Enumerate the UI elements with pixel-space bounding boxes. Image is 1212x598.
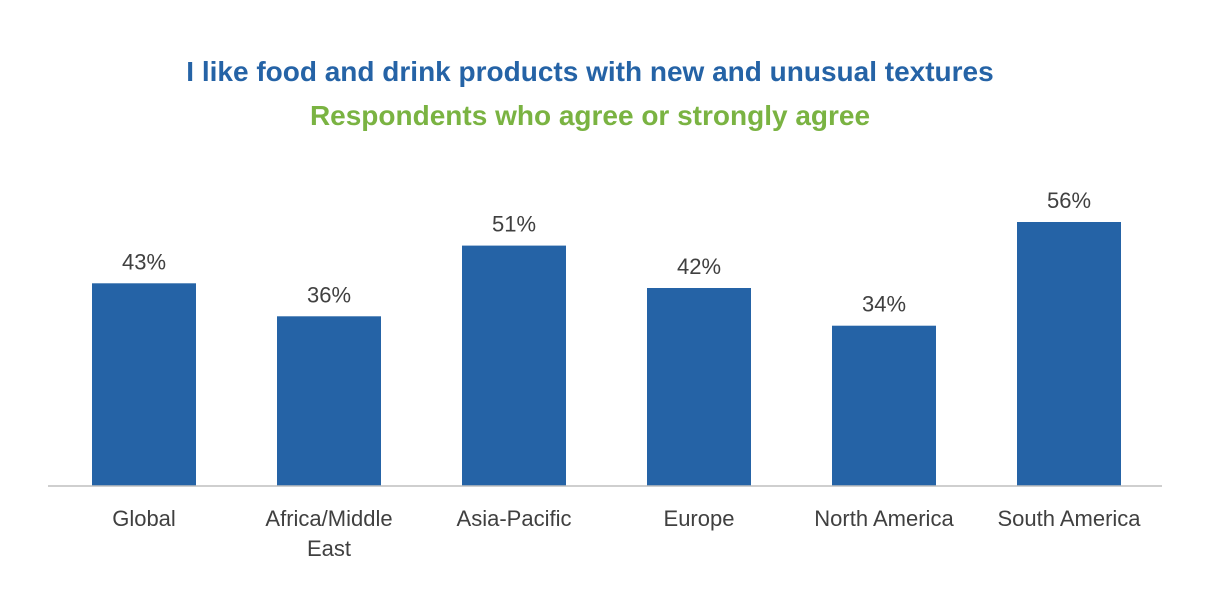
x-tick-label-line: Global <box>112 506 176 531</box>
data-label: 36% <box>307 282 351 307</box>
bar-south-america <box>1017 222 1121 486</box>
x-tick-label-line: North America <box>814 506 954 531</box>
data-label: 42% <box>677 254 721 279</box>
labels-group: 43% Global 36% Africa/Middle East 51% Asia-Pac… <box>112 188 1141 561</box>
bar-africa-middle-east <box>277 316 381 486</box>
x-tick-label: South America <box>997 506 1141 531</box>
data-label: 43% <box>122 249 166 274</box>
x-tick-label-line: East <box>307 536 351 561</box>
bar-asia-pacific <box>462 245 566 486</box>
chart-subtitle: Respondents who agree or strongly agree <box>309 100 871 131</box>
chart-title: I like food and drink products with new … <box>186 56 994 87</box>
data-label: 51% <box>492 212 536 237</box>
bar-europe <box>647 288 751 486</box>
data-label: 56% <box>1047 188 1091 213</box>
x-tick-label: North America <box>814 506 954 531</box>
x-tick-label-line: Africa/Middle <box>265 506 392 531</box>
x-tick-label: Africa/Middle East <box>265 506 392 561</box>
bar-global <box>92 283 196 486</box>
bar-north-america <box>832 325 936 486</box>
x-tick-label: Asia-Pacific <box>457 506 572 531</box>
x-tick-label-line: Asia-Pacific <box>457 506 572 531</box>
data-label: 34% <box>862 292 906 317</box>
x-tick-label: Global <box>112 506 176 531</box>
x-tick-label: Europe <box>664 506 735 531</box>
x-tick-label-line: South America <box>997 506 1141 531</box>
bars-group <box>92 222 1121 486</box>
x-tick-label-line: Europe <box>664 506 735 531</box>
